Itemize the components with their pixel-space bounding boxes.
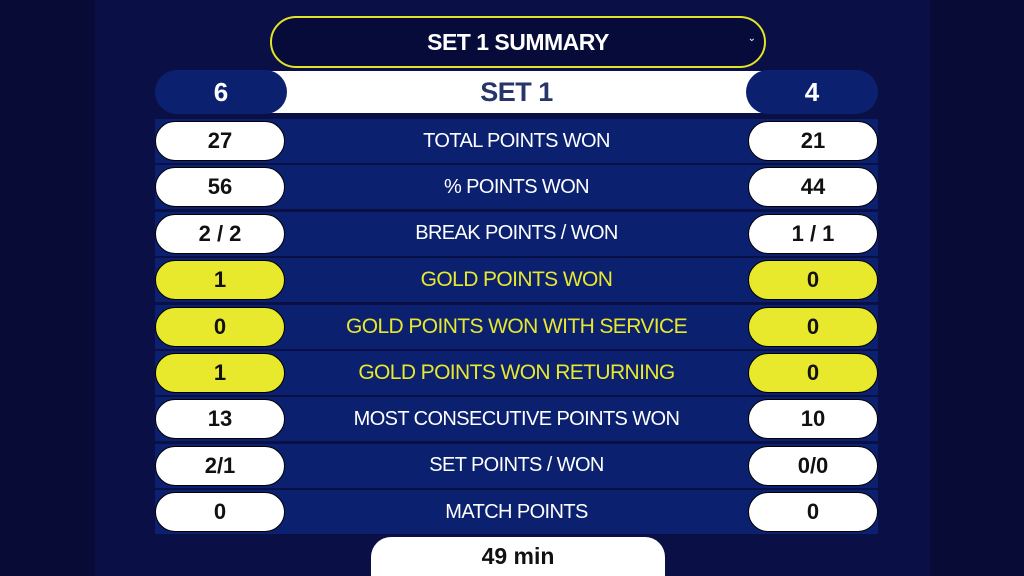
left-stat-value: 0 [155, 492, 285, 533]
left-stat-value: 27 [155, 121, 285, 161]
stat-row: 27 TOTAL POINTS WON 21 [155, 119, 878, 163]
left-stat-value: 1 [155, 353, 285, 393]
right-stat-value: 0/0 [748, 445, 878, 486]
stat-row: 0 MATCH POINTS 0 [155, 490, 878, 535]
stat-label: BREAK POINTS / WON [415, 222, 618, 245]
stat-label: GOLD POINTS WON WITH SERVICE [345, 314, 688, 338]
stat-row: 56 % POINTS WON 44 [155, 165, 878, 210]
left-stat-value: 2/1 [155, 445, 285, 486]
left-stat-value: 56 [155, 167, 285, 208]
stat-label: GOLD POINTS WON RETURNING [358, 361, 675, 384]
stat-label: TOTAL POINTS WON [423, 129, 610, 152]
set-selector-dropdown[interactable]: SET 1 SUMMARY ⌄ [270, 16, 766, 68]
left-stat-value: 0 [155, 306, 285, 347]
right-stat-value: 0 [748, 260, 878, 301]
set-title: SET 1 [270, 71, 763, 113]
right-stat-value: 0 [748, 306, 878, 347]
left-stat-value: 13 [155, 399, 285, 440]
stat-row: 0 GOLD POINTS WON WITH SERVICE 0 [155, 304, 878, 349]
dropdown-label: SET 1 SUMMARY [427, 28, 609, 55]
right-stat-value: 0 [748, 353, 878, 393]
right-stat-value: 21 [748, 121, 878, 161]
stat-row: 13 MOST CONSECUTIVE POINTS WON 10 [155, 397, 878, 442]
right-player-games: 4 [746, 70, 878, 114]
left-stat-value: 1 [155, 260, 285, 301]
right-stat-value: 10 [748, 399, 878, 440]
left-stat-value: 2 / 2 [155, 213, 285, 254]
stat-label: SET POINTS / WON [429, 454, 604, 477]
stat-row: 1 GOLD POINTS WON 0 [155, 258, 878, 303]
right-stat-value: 1 / 1 [748, 213, 878, 254]
right-stat-value: 0 [748, 492, 878, 533]
stat-label: % POINTS WON [443, 175, 590, 198]
left-player-games: 6 [155, 70, 287, 114]
stat-row: 1 GOLD POINTS WON RETURNING 0 [155, 351, 878, 395]
chevron-down-icon: ⌄ [747, 33, 756, 44]
stat-label: GOLD POINTS WON [420, 268, 613, 292]
stat-row: 2/1 SET POINTS / WON 0/0 [155, 443, 878, 488]
stat-label: MOST CONSECUTIVE POINTS WON [353, 407, 680, 430]
stat-label: MATCH POINTS [445, 500, 588, 523]
set-duration: 49 min [371, 537, 665, 576]
stat-row: 2 / 2 BREAK POINTS / WON 1 / 1 [155, 211, 878, 256]
right-stat-value: 44 [748, 167, 878, 208]
set-header: SET 1 6 4 [155, 70, 878, 114]
